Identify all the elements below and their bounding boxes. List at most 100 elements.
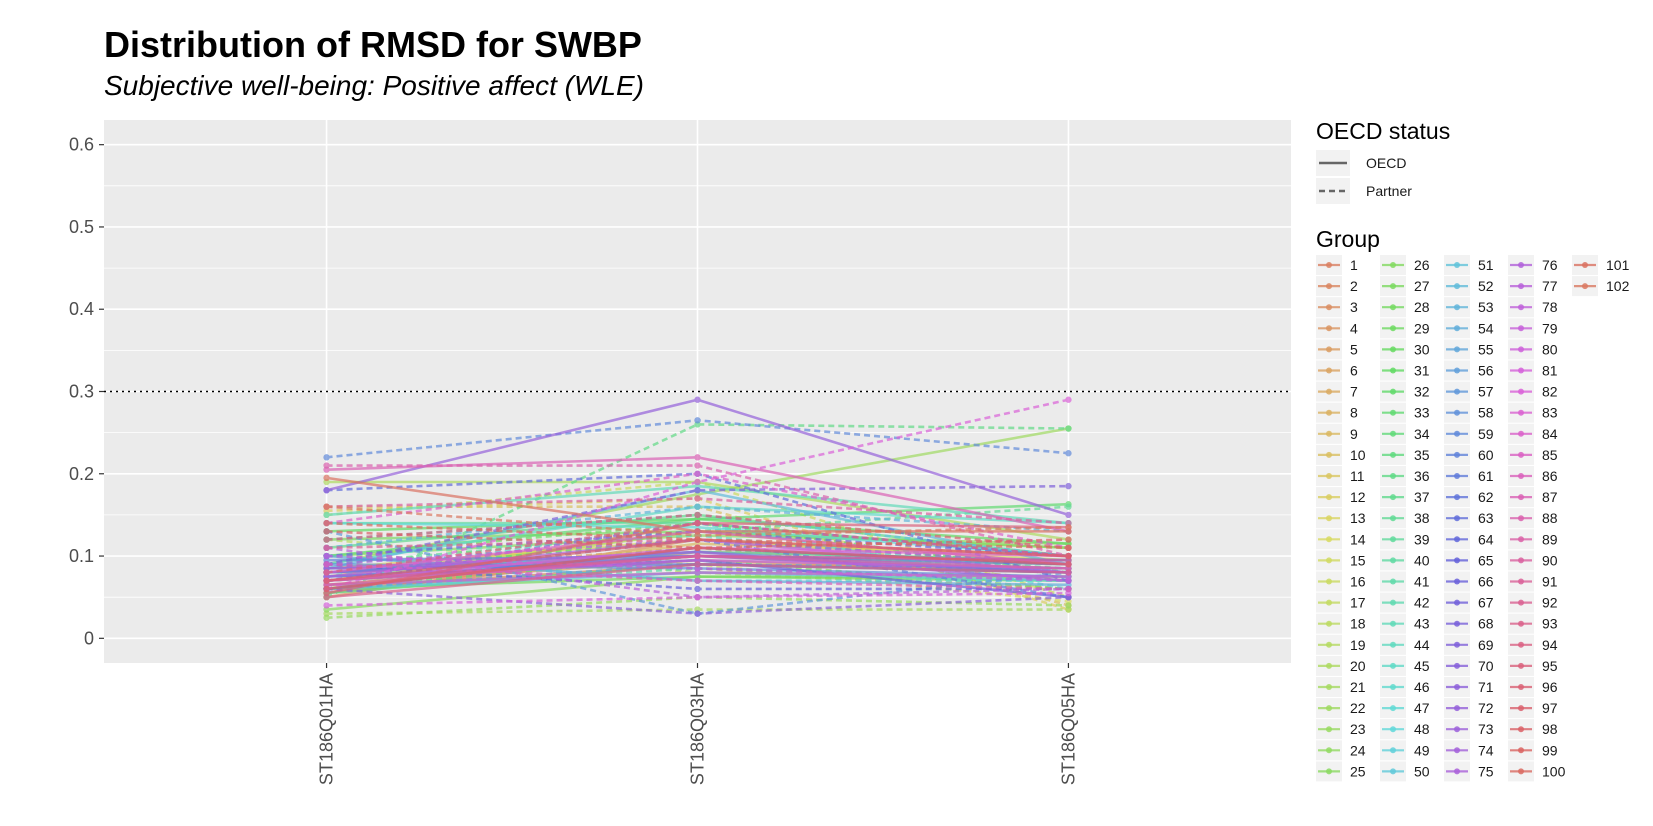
linetype-legend-title: OECD status	[1316, 118, 1450, 144]
legend-item-19: 19	[1316, 634, 1366, 655]
legend-key-point	[1390, 536, 1396, 543]
legend-key-point	[1390, 620, 1396, 627]
data-point	[323, 602, 330, 609]
data-point	[1065, 450, 1072, 457]
legend-label: 65	[1478, 552, 1494, 568]
legend-label: 64	[1478, 531, 1494, 547]
legend-item-85: 85	[1508, 444, 1558, 465]
legend-item-67: 67	[1444, 592, 1494, 613]
legend-key-point	[1326, 620, 1332, 627]
legend-item-17: 17	[1316, 592, 1366, 613]
legend-label: 31	[1414, 363, 1430, 379]
data-point	[694, 519, 701, 527]
legend-label: 93	[1542, 616, 1558, 632]
legend-key-point	[1454, 451, 1460, 458]
y-tick-label: 0.4	[69, 299, 94, 319]
legend-key-point	[1454, 367, 1460, 374]
data-point	[1065, 552, 1072, 560]
data-point	[694, 552, 701, 560]
legend-key-point	[1326, 747, 1332, 754]
chart-subtitle: Subjective well-being: Positive affect (…	[104, 70, 644, 101]
legend-label: 38	[1414, 510, 1430, 526]
legend-label: 88	[1542, 510, 1558, 526]
legend-item-58: 58	[1444, 402, 1494, 423]
color-legend: Group 1234567891011121314151617181920212…	[1316, 226, 1630, 782]
legend-label: 50	[1414, 763, 1430, 779]
legend-key-point	[1454, 599, 1460, 606]
legend-item-84: 84	[1508, 423, 1558, 444]
legend-label: 19	[1350, 637, 1366, 653]
legend-key-point	[1454, 494, 1460, 501]
legend-label: 68	[1478, 616, 1494, 632]
legend-label: 11	[1350, 468, 1365, 484]
legend-label: 15	[1350, 552, 1366, 568]
legend-key-point	[1390, 367, 1396, 374]
legend-item-96: 96	[1508, 677, 1558, 697]
data-point	[1065, 425, 1072, 432]
legend-label: 1	[1350, 257, 1358, 273]
legend-item-49: 49	[1380, 740, 1430, 761]
legend-item-31: 31	[1380, 360, 1430, 381]
color-legend-title: Group	[1316, 226, 1380, 252]
legend-label: 75	[1478, 763, 1494, 779]
legend-item-90: 90	[1508, 550, 1558, 571]
legend-key-point	[1454, 473, 1460, 479]
legend-item-3: 3	[1316, 297, 1358, 318]
legend-item-86: 86	[1508, 466, 1558, 486]
legend-key-point	[1326, 367, 1332, 374]
legend-item-77: 77	[1508, 276, 1558, 297]
legend-label: 29	[1414, 320, 1430, 336]
legend-key-point	[1326, 262, 1332, 268]
legend-key-point	[1454, 726, 1460, 733]
legend-key-point	[1390, 473, 1396, 479]
series-line	[326, 484, 1069, 566]
legend-label: 63	[1478, 510, 1494, 526]
data-point	[694, 544, 701, 552]
legend-key-point	[1390, 494, 1396, 501]
data-point	[694, 577, 701, 584]
legend-item-27: 27	[1380, 276, 1430, 297]
legend-item-18: 18	[1316, 613, 1366, 634]
legend-key-point	[1326, 409, 1332, 416]
legend-item-37: 37	[1380, 487, 1430, 508]
data-point	[1065, 544, 1072, 552]
legend-key-point	[1518, 325, 1524, 332]
legend-key-point	[1454, 388, 1460, 395]
legend-label: 22	[1350, 700, 1366, 716]
data-point	[323, 614, 330, 621]
legend-key-point	[1390, 768, 1396, 775]
legend-item-38: 38	[1380, 508, 1430, 529]
legend-label: 18	[1350, 616, 1366, 632]
legend-key-point	[1390, 262, 1396, 268]
legend-item-24: 24	[1316, 740, 1366, 761]
legend-item-98: 98	[1508, 719, 1558, 740]
legend-item-87: 87	[1508, 487, 1558, 508]
data-point	[323, 462, 330, 469]
legend-key-point	[1518, 705, 1524, 712]
legend-item-33: 33	[1380, 402, 1430, 423]
legend-key-point	[1518, 346, 1524, 353]
legend-key-point	[1582, 262, 1588, 268]
legend-item-26: 26	[1380, 255, 1430, 275]
legend-label: 47	[1414, 700, 1430, 716]
data-point	[694, 532, 701, 539]
legend-label: 36	[1414, 468, 1430, 484]
legend-key-point	[1518, 388, 1524, 395]
legend-label: 82	[1542, 384, 1558, 400]
legend-label: 73	[1478, 721, 1494, 737]
legend-label: 41	[1414, 574, 1430, 590]
legend-label: 85	[1542, 447, 1558, 463]
legend-item-51: 51	[1444, 255, 1494, 275]
legend-item-65: 65	[1444, 550, 1494, 571]
legend-label: 102	[1606, 278, 1630, 294]
legend-label: 30	[1414, 341, 1430, 357]
legend-label: 40	[1414, 552, 1430, 568]
legend-label: 76	[1542, 257, 1558, 273]
legend-key-point	[1518, 409, 1524, 416]
legend-item-1: 1	[1316, 255, 1358, 275]
legend-item-79: 79	[1508, 318, 1558, 339]
y-tick-label: 0	[84, 628, 94, 648]
legend-key-point	[1518, 747, 1524, 754]
data-point	[323, 585, 330, 593]
legend-item-52: 52	[1444, 276, 1494, 297]
